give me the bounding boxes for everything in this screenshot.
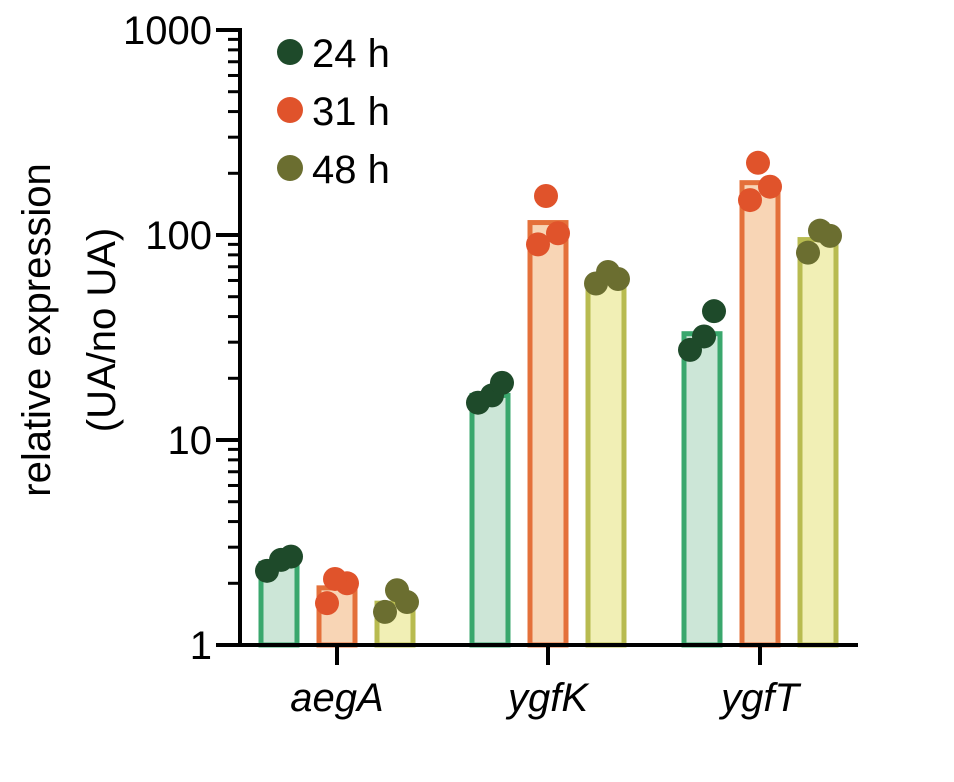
legend-marker (277, 39, 303, 65)
data-point (758, 174, 782, 199)
y-axis-label-line-1: relative expression (15, 163, 59, 497)
y-tick-label: 1 (190, 624, 212, 668)
data-point (323, 566, 347, 591)
x-category-label: ygfT (718, 676, 801, 720)
y-axis-label-line-2: (UA/no UA) (80, 228, 124, 433)
data-point (692, 324, 716, 349)
legend-label: 48 h (312, 148, 390, 192)
data-point (526, 232, 550, 257)
data-point (738, 188, 762, 213)
chart-marks (255, 150, 842, 648)
data-point (279, 544, 303, 569)
legend-marker (277, 97, 303, 123)
data-point (702, 299, 726, 324)
data-point (596, 259, 620, 284)
y-axis-label: relative expression (UA/no UA) (15, 163, 124, 497)
bar (585, 277, 627, 648)
data-point (534, 183, 558, 208)
data-point (385, 578, 409, 603)
bar (469, 392, 511, 648)
bar (681, 331, 723, 648)
bar (797, 237, 839, 648)
data-point (808, 218, 832, 243)
data-point (490, 370, 514, 395)
bar (527, 220, 569, 648)
y-tick-label: 100 (145, 214, 212, 258)
x-category-label: ygfK (505, 676, 590, 720)
y-tick-label: 1000 (123, 9, 212, 53)
legend-label: 31 h (312, 90, 390, 134)
data-point (796, 240, 820, 265)
y-tick-label: 10 (168, 419, 213, 463)
x-category-label: aegA (290, 676, 383, 720)
data-point (746, 150, 770, 175)
legend: 24 h 31 h 48 h (277, 32, 390, 192)
bar (739, 180, 781, 648)
legend-marker (277, 155, 303, 181)
data-point (373, 599, 397, 624)
legend-label: 24 h (312, 32, 390, 76)
data-point (315, 591, 339, 616)
chart-axes: 1 10 100 1000 aegA ygfK ygfT (123, 9, 858, 720)
data-point (546, 221, 570, 246)
